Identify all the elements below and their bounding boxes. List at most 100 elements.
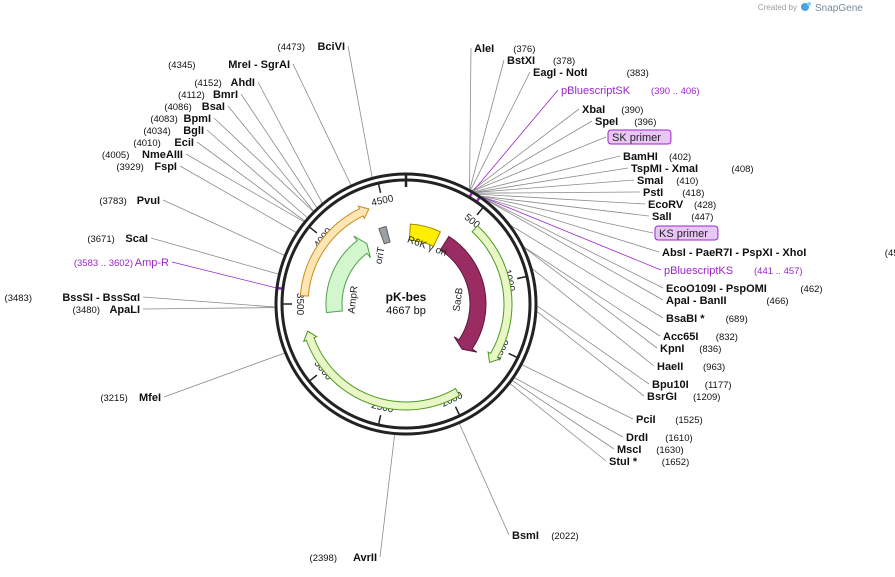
label-orit: oriT <box>374 246 388 265</box>
feature-arrow-sacb[interactable] <box>439 235 487 353</box>
label-sacb-inner: SacB <box>451 287 465 313</box>
site-label-fspi[interactable]: FspI (3929) <box>116 161 177 173</box>
site-label-msci[interactable]: MscI (1630) <box>617 444 684 456</box>
site-name: HaeII <box>657 361 683 373</box>
site-name: AvrII <box>353 552 377 564</box>
site-position: (4473) <box>278 42 305 53</box>
site-label-psti[interactable]: PstI (418) <box>643 187 704 199</box>
site-label-tspmi-xmai[interactable]: TspMI - XmaI (408) <box>631 163 754 175</box>
site-label-bstxi[interactable]: BstXI (378) <box>507 55 575 67</box>
site-label-acc65i[interactable]: Acc65I (832) <box>663 331 738 343</box>
leader-line <box>379 434 396 558</box>
site-position: (4086) <box>164 102 191 113</box>
site-label-bsai[interactable]: BsaI (4086) <box>164 101 225 113</box>
site-position: (3929) <box>116 162 143 173</box>
site-label-stui-[interactable]: StuI * (1652) <box>609 456 689 468</box>
site-name: Amp-R <box>135 257 169 269</box>
site-position: (4010) <box>133 138 160 149</box>
site-label-bmri[interactable]: BmrI (4112) <box>178 89 238 101</box>
site-position: (390 .. 406) <box>651 86 700 97</box>
site-label-avrii[interactable]: AvrII (2398) <box>310 552 377 564</box>
site-position: (4083) <box>150 114 177 125</box>
leader-line <box>185 153 305 223</box>
site-label-pcii[interactable]: PciI (1525) <box>636 414 703 426</box>
site-label-alei[interactable]: AleI (376) <box>474 43 535 55</box>
leader-line <box>227 105 314 212</box>
site-position: (453) <box>885 248 895 259</box>
site-label-xbai[interactable]: XbaI (390) <box>582 104 643 116</box>
feature-callout-pbluescriptsk[interactable]: pBluescriptSK (390 .. 406) <box>561 85 700 97</box>
leader-line <box>162 199 285 256</box>
feature-arrow-sacb[interactable] <box>302 330 461 411</box>
site-label-bsmi[interactable]: BsmI (2022) <box>512 530 579 542</box>
site-label-smai[interactable]: SmaI (410) <box>637 175 698 187</box>
site-label-mrei-sgrai[interactable]: MreI - SgrAI (4345) <box>168 59 290 71</box>
site-label-ahdi[interactable]: AhdI (4152) <box>194 77 255 89</box>
site-position: (428) <box>694 200 716 211</box>
site-position: (2398) <box>310 553 337 564</box>
leader-line <box>509 383 607 462</box>
leader-line <box>142 296 276 308</box>
site-label-bamhi[interactable]: BamHI (402) <box>623 151 691 163</box>
site-label-pvui[interactable]: PvuI (3783) <box>99 195 160 207</box>
site-position: (832) <box>716 332 738 343</box>
leader-line <box>257 81 323 204</box>
feature-callout-amp-r[interactable]: Amp-R(3583 .. 3602) <box>74 257 169 269</box>
primer-ks-primer[interactable]: KS primer <box>654 225 719 241</box>
site-name: FspI <box>154 161 177 173</box>
site-label-bcivi[interactable]: BciVI (4473) <box>278 41 345 53</box>
site-position: (3480) <box>73 305 100 316</box>
site-position: (963) <box>703 362 725 373</box>
site-position: (462) <box>800 284 822 295</box>
site-name: ScaI <box>125 233 148 245</box>
site-label-spei[interactable]: SpeI (396) <box>595 116 656 128</box>
site-position: (3215) <box>100 393 127 404</box>
site-name: MscI <box>617 444 641 456</box>
site-name: BsmI <box>512 530 539 542</box>
leader-line <box>480 196 660 253</box>
site-label-haeii[interactable]: HaeII (963) <box>657 361 725 373</box>
site-name: BciVI <box>317 41 345 53</box>
site-label-apai-banii[interactable]: ApaI - BanII (466) <box>666 295 789 307</box>
site-position: (689) <box>726 314 748 325</box>
feature-arrow-r6k-ori[interactable] <box>408 223 442 247</box>
feature-callout-pbluescriptks[interactable]: pBluescriptKS (441 .. 457) <box>664 265 803 277</box>
site-position: (1525) <box>675 415 702 426</box>
site-label-bpmi[interactable]: BpmI (4083) <box>150 113 211 125</box>
leader-line <box>536 311 645 397</box>
site-label-bpu10i[interactable]: Bpu10I (1177) <box>652 379 732 391</box>
site-label-bsrgi[interactable]: BsrGI (1209) <box>647 391 720 403</box>
site-label-eagi-noti[interactable]: EagI - NotI (383) <box>533 67 649 79</box>
site-position: (3783) <box>99 196 126 207</box>
site-label-scai[interactable]: ScaI (3671) <box>87 233 148 245</box>
site-label-apali[interactable]: ApaLI (3480) <box>73 304 140 316</box>
feature-arrow-ampr[interactable] <box>325 235 371 314</box>
site-label-kpni[interactable]: KpnI (836) <box>660 343 721 355</box>
site-label-ecorv[interactable]: EcoRV (428) <box>648 199 716 211</box>
site-position: (418) <box>682 188 704 199</box>
site-name: SmaI <box>637 175 663 187</box>
site-label-ecii[interactable]: EciI (4010) <box>133 137 194 149</box>
site-name: BamHI <box>623 151 658 163</box>
feature-arrow-unlabeled-6[interactable] <box>299 205 370 297</box>
primer-sk-primer[interactable]: SK primer <box>607 129 672 145</box>
site-name: DrdI <box>626 432 648 444</box>
site-name: BsrGI <box>647 391 677 403</box>
site-label-absi-paer7i-pspxi-xhoi[interactable]: AbsI - PaeR7I - PspXI - XhoI (453) <box>662 247 895 259</box>
site-label-bsabi-[interactable]: BsaBI * (689) <box>666 313 748 325</box>
feature-arrow-unlabeled-5[interactable] <box>471 225 513 364</box>
feature-arrow-orit[interactable] <box>378 225 391 245</box>
site-label-bgli[interactable]: BglI (4034) <box>143 125 204 137</box>
site-position: (4112) <box>178 90 205 101</box>
site-position: (396) <box>634 117 656 128</box>
site-label-sali[interactable]: SalI (447) <box>652 211 713 223</box>
site-position: (3583 .. 3602) <box>74 258 133 269</box>
leader-line <box>480 195 650 217</box>
leader-line <box>474 179 635 193</box>
site-label-drdi[interactable]: DrdI (1610) <box>626 432 693 444</box>
site-label-mfei[interactable]: MfeI (3215) <box>100 392 161 404</box>
site-label-bsssi-bsss-i[interactable]: BssSI - BssSαI (3483) <box>5 292 140 304</box>
site-name: PciI <box>636 414 656 426</box>
site-label-nmeaiii[interactable]: NmeAIII (4005) <box>102 149 183 161</box>
site-label-ecoo109i-pspomi[interactable]: EcoO109I - PspOMI (462) <box>666 283 823 295</box>
